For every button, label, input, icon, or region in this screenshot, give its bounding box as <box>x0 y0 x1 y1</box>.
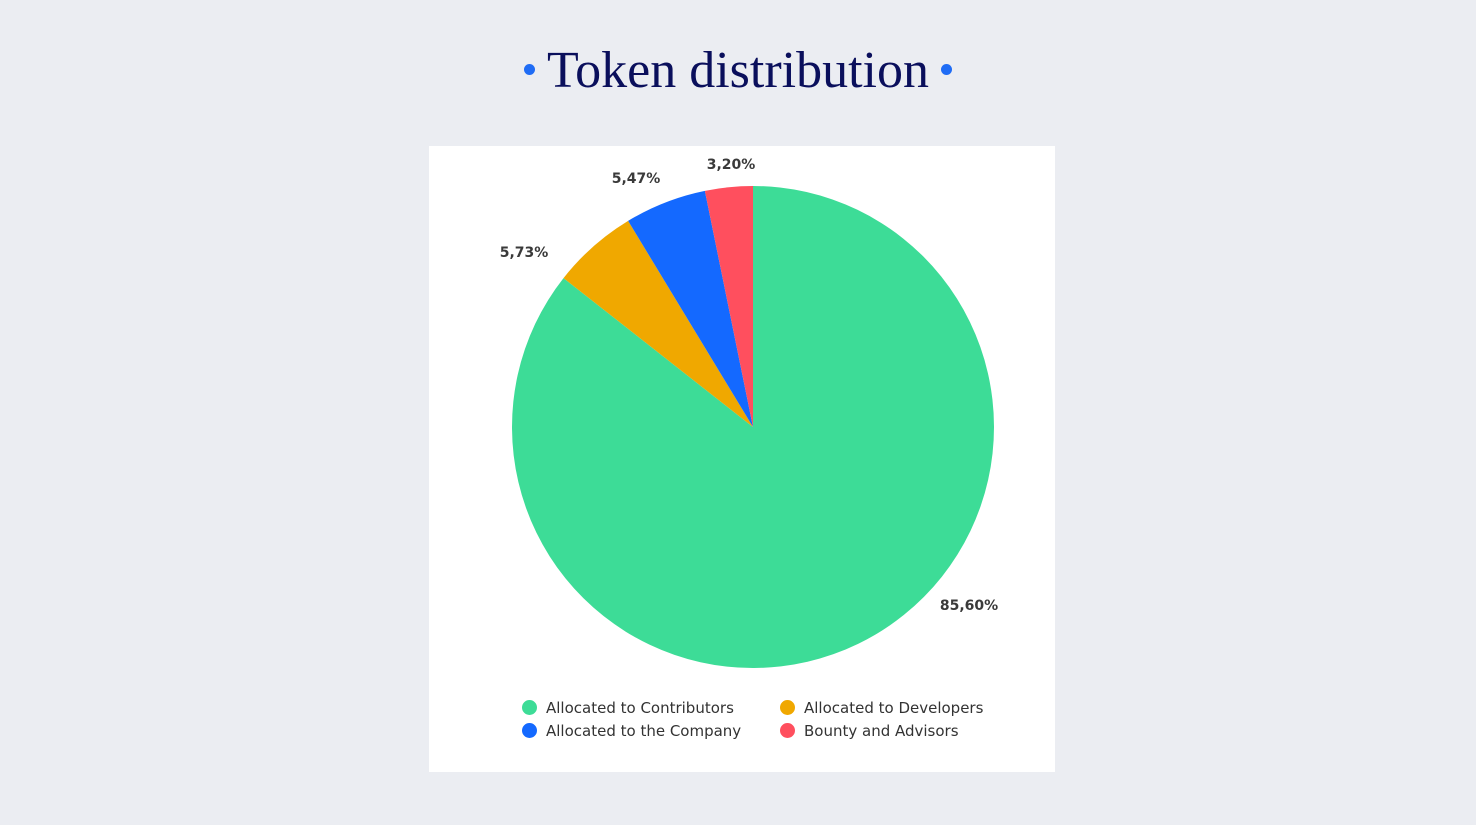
pie-chart: 85,60% 5,73% 5,47% 3,20% <box>500 157 998 668</box>
slice-percentage-label: 5,47% <box>612 171 661 187</box>
legend-swatch-icon <box>522 723 537 738</box>
slice-percentage-label: 5,73% <box>500 245 549 261</box>
pie-slice <box>704 186 753 427</box>
legend-item-company: Allocated to the Company <box>522 721 780 740</box>
legend-label: Allocated to Contributors <box>546 698 734 717</box>
pie-slice <box>628 190 753 427</box>
legend-swatch-icon <box>780 723 795 738</box>
legend-label: Bounty and Advisors <box>804 721 959 740</box>
page-title: Token distribution <box>0 38 1476 104</box>
legend-item-contributors: Allocated to Contributors <box>522 698 780 717</box>
legend-label: Allocated to the Company <box>546 721 742 740</box>
legend-swatch-icon <box>522 700 537 715</box>
bullet-dot-icon <box>941 63 952 75</box>
pie-slice <box>563 220 753 427</box>
legend-item-developers: Allocated to Developers <box>780 698 1002 717</box>
chart-card: 85,60% 5,73% 5,47% 3,20% Allocated to Contr… <box>429 146 1055 772</box>
bullet-dot-icon <box>523 63 535 75</box>
legend-item-bounty: Bounty and Advisors <box>780 721 1002 740</box>
slice-percentage-label: 3,20% <box>707 157 756 173</box>
legend-label: Allocated to Developers <box>804 698 984 717</box>
slice-percentage-label: 85,60% <box>940 598 998 614</box>
chart-legend: Allocated to Contributors Allocated to D… <box>522 698 1002 740</box>
page-title-text: Token distribution <box>546 42 929 99</box>
legend-swatch-icon <box>780 700 795 715</box>
